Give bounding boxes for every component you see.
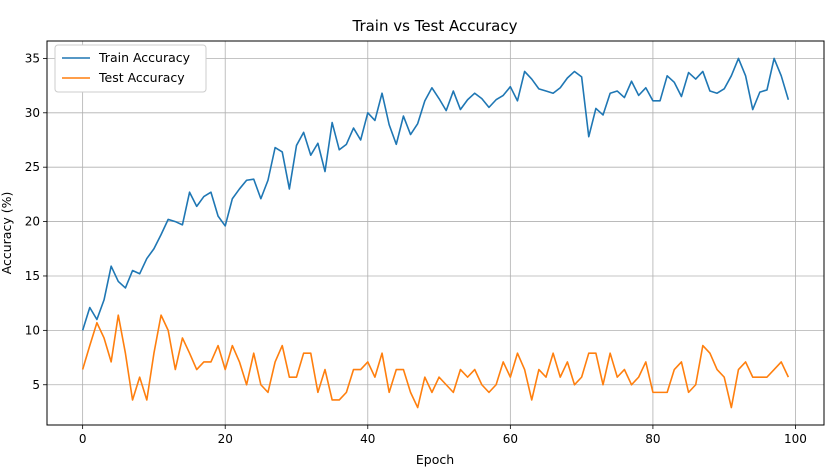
x-tick-label-2: 40 bbox=[360, 432, 375, 446]
x-tick-label-5: 100 bbox=[784, 432, 807, 446]
y-tick-label-4: 25 bbox=[25, 160, 40, 174]
y-tick-label-1: 10 bbox=[25, 323, 40, 337]
series-line-0 bbox=[81, 57, 790, 331]
y-axis: 5 10 15 20 25 30 35 bbox=[25, 51, 47, 392]
x-tick-label-0: 0 bbox=[79, 432, 87, 446]
y-tick-label-6: 35 bbox=[25, 51, 40, 65]
y-tick-label-0: 5 bbox=[32, 378, 40, 392]
y-tick-label-3: 20 bbox=[25, 215, 40, 229]
legend-box bbox=[54, 44, 207, 93]
legend-label-train: Train Accuracy bbox=[98, 50, 191, 65]
grid bbox=[47, 41, 824, 425]
x-tick-label-1: 20 bbox=[218, 432, 233, 446]
chart-title: Train vs Test Accuracy bbox=[351, 17, 517, 35]
y-tick-label-2: 15 bbox=[25, 269, 40, 283]
legend: Train Accuracy Test Accuracy bbox=[54, 44, 207, 93]
x-axis: 0 20 40 60 80 100 bbox=[79, 425, 807, 446]
series-layer bbox=[81, 57, 790, 409]
x-tick-label-4: 80 bbox=[645, 432, 660, 446]
x-axis-label: Epoch bbox=[416, 452, 454, 467]
y-axis-label: Accuracy (%) bbox=[0, 192, 14, 275]
x-tick-label-3: 60 bbox=[503, 432, 518, 446]
legend-label-test: Test Accuracy bbox=[98, 70, 185, 85]
y-tick-label-5: 30 bbox=[25, 106, 40, 120]
series-line-1 bbox=[81, 314, 790, 409]
plot-frame bbox=[46, 40, 825, 426]
